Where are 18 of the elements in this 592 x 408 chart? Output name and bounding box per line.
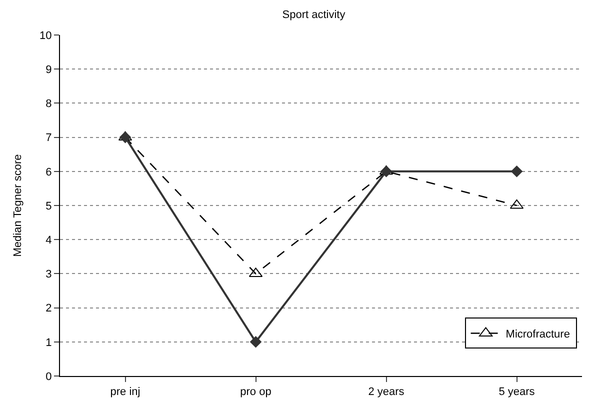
y-tick-label: 7 xyxy=(46,132,52,144)
x-tick-label: 5 years xyxy=(498,386,536,398)
y-tick-label: 1 xyxy=(46,336,52,349)
y-tick-label: 3 xyxy=(46,268,52,281)
y-axis-title: Median Tegner score xyxy=(12,154,24,257)
chart-title: Sport activity xyxy=(282,8,346,21)
x-tick-label: pre inj xyxy=(110,386,140,398)
y-tick-label: 9 xyxy=(46,64,52,76)
legend-label: Microfracture xyxy=(506,328,570,341)
x-tick-label: pro op xyxy=(240,386,272,398)
y-tick-label: 8 xyxy=(46,98,52,110)
y-tick-label: 2 xyxy=(46,302,52,315)
y-tick-label: 6 xyxy=(46,166,52,178)
y-tick-label: 10 xyxy=(40,30,52,42)
y-tick-label: 4 xyxy=(46,234,52,246)
x-tick-label: 2 years xyxy=(368,386,405,398)
y-tick-label: 0 xyxy=(46,370,52,383)
y-tick-label: 5 xyxy=(46,200,52,212)
